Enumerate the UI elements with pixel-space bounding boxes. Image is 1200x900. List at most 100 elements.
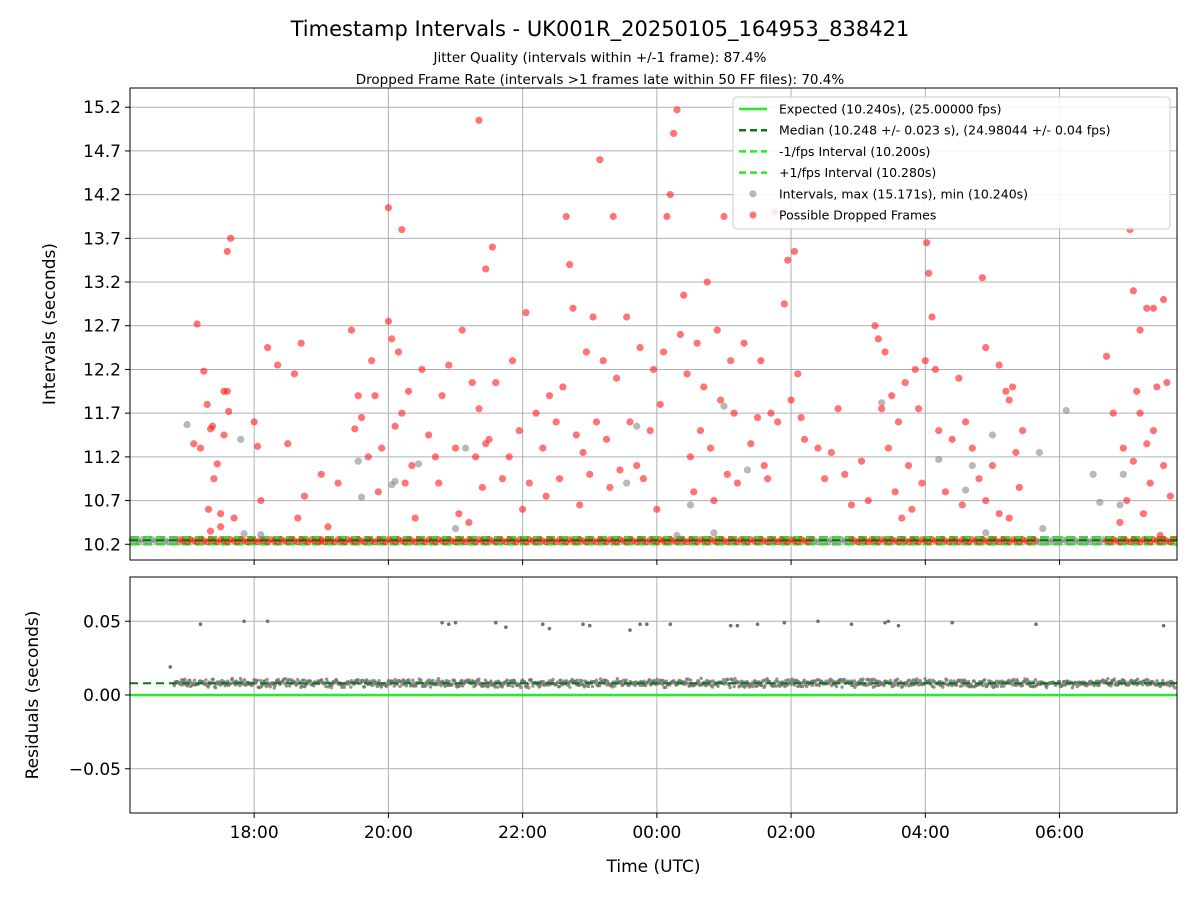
residual-point-1 (172, 683, 177, 688)
residual-outlier-17 (728, 623, 733, 628)
residual-point-431 (519, 685, 523, 690)
residual-point-297 (411, 678, 415, 682)
dropped-frame-point-39 (371, 392, 379, 400)
residual-point-515 (586, 684, 591, 689)
residual-point-356 (458, 683, 463, 688)
dropped-frame-point-76 (515, 427, 523, 435)
dropped-frame-point-94 (586, 470, 594, 478)
residual-outlier-4 (440, 620, 444, 625)
dropped-frame-point-133 (727, 357, 735, 365)
dropped-frame-point-18 (206, 425, 215, 433)
dropped-frame-point-113 (659, 348, 668, 356)
residual-point-414 (505, 678, 509, 682)
residual-point-247 (370, 683, 375, 688)
residual-point-220 (349, 685, 353, 689)
dropped-frame-point-192 (1002, 387, 1010, 395)
dropped-frame-point-151 (800, 435, 809, 443)
residual-point-446 (531, 684, 535, 688)
dropped-frame-point-13 (230, 514, 238, 522)
residual-point-126 (273, 683, 277, 688)
residual-point-695 (731, 679, 736, 683)
intervals-ytick-label-0: 10.2 (83, 535, 121, 555)
dropped-frame-point-116 (670, 129, 678, 138)
dropped-frame-point-118 (676, 330, 684, 339)
residual-point-696 (732, 684, 736, 689)
dropped-frame-point-205 (1123, 496, 1131, 505)
dropped-frame-point-213 (1133, 387, 1141, 395)
dropped-frame-point-154 (827, 448, 835, 457)
dropped-frame-point-24 (274, 361, 282, 369)
interval-point-7 (391, 477, 399, 485)
dropped-frame-point-147 (787, 396, 795, 404)
intervals-ytick-label-10: 15.2 (83, 98, 121, 118)
residual-point-529 (597, 683, 602, 688)
interval-point-0 (183, 420, 191, 429)
dropped-frame-point-60 (455, 510, 463, 518)
dropped-frame-point-211 (1159, 462, 1168, 470)
residual-point-240 (365, 678, 369, 682)
residual-point-492 (568, 685, 572, 689)
residual-point-289 (404, 684, 409, 688)
dropped-frame-point-0 (193, 320, 201, 328)
dropped-frame-point-216 (1156, 531, 1164, 540)
residual-point-524 (593, 681, 598, 685)
residual-point-786 (804, 684, 809, 689)
interval-point-26 (1062, 406, 1070, 415)
dropped-frame-point-130 (717, 396, 725, 404)
residual-point-346 (450, 682, 454, 686)
dropped-frame-point-27 (297, 339, 305, 347)
residual-point-655 (699, 676, 703, 681)
dropped-frame-point-72 (492, 378, 500, 387)
dropped-frame-point-82 (542, 492, 550, 500)
residual-point-1005 (981, 683, 985, 688)
residual-point-49 (211, 677, 215, 682)
residual-point-258 (379, 685, 384, 689)
dropped-frame-point-122 (690, 488, 698, 496)
residual-point-229 (356, 677, 360, 682)
dropped-frame-point-17 (196, 444, 205, 452)
intervals-ytick-label-9: 14.7 (83, 142, 121, 162)
residual-point-307 (419, 678, 423, 682)
dropped-frame-point-144 (774, 418, 782, 426)
residual-point-255 (377, 678, 381, 683)
dropped-frame-point-153 (821, 475, 829, 483)
residual-point-143 (287, 677, 291, 682)
dropped-frame-point-189 (982, 344, 990, 352)
residual-point-933 (923, 677, 927, 681)
dropped-frame-point-204 (1119, 444, 1127, 452)
dropped-frame-point-184 (958, 501, 966, 509)
residual-outlier-20 (782, 620, 787, 625)
residual-point-281 (398, 684, 402, 689)
residual-point-73 (230, 676, 235, 681)
dropped-frame-point-179 (931, 365, 939, 374)
dropped-frame-point-206 (1129, 457, 1137, 465)
dropped-frame-point-132 (723, 470, 731, 478)
residual-point-477 (556, 680, 560, 684)
interval-point-25 (1039, 524, 1047, 533)
residual-outlier-8 (504, 625, 508, 629)
dropped-frame-point-148 (790, 247, 799, 256)
residual-outlier-21 (816, 619, 820, 624)
legend-entry-1: Median (10.248 +/- 0.023 s), (24.98044 +… (739, 123, 1110, 138)
dropped-frame-point-168 (898, 514, 906, 522)
legend-entry-0: Expected (10.240s), (25.00000 fps) (739, 102, 1001, 117)
residual-point-322 (431, 678, 435, 683)
dropped-frame-point-68 (488, 243, 497, 251)
dropped-frame-point-85 (555, 475, 564, 483)
residual-point-455 (538, 684, 542, 688)
dropped-frame-point-137 (747, 440, 755, 448)
intervals-ytick-label-2: 11.2 (83, 448, 121, 468)
dropped-frame-point-176 (923, 239, 931, 247)
residual-point-212 (342, 685, 347, 689)
dropped-frame-point-49 (408, 462, 416, 470)
dropped-frame-point-108 (639, 475, 648, 483)
residual-point-612 (664, 679, 669, 683)
residual-point-1116 (1070, 685, 1075, 690)
interval-point-29 (1116, 501, 1124, 509)
residual-outlier-7 (493, 620, 498, 625)
dropped-frame-point-210 (1153, 383, 1161, 391)
residual-point-939 (928, 678, 932, 682)
residual-point-525 (594, 678, 599, 682)
dropped-frame-point-129 (713, 326, 721, 334)
dropped-frame-point-175 (921, 357, 929, 365)
